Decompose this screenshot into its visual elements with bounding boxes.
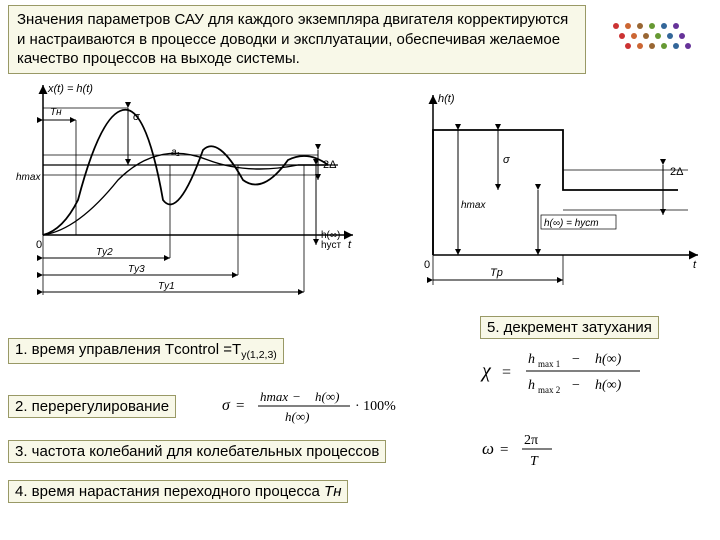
svg-text:t: t — [348, 239, 352, 251]
formula-chi: χ = h max 1 − h(∞) h max 2 − h(∞) — [480, 345, 710, 400]
svg-text:χ: χ — [480, 360, 492, 382]
header-box: Значения параметров САУ для каждого экзе… — [8, 5, 586, 74]
svg-text:Tу1: Tу1 — [158, 281, 175, 292]
header-text: Значения параметров САУ для каждого экзе… — [17, 11, 568, 67]
svg-text:2Δ: 2Δ — [670, 166, 684, 178]
ylabel: x(t) = h(t) — [47, 83, 93, 95]
svg-text:a₁: a₁ — [171, 147, 180, 158]
svg-text:h: h — [528, 378, 535, 393]
svg-text:h: h — [528, 352, 535, 367]
svg-text:T: T — [530, 454, 539, 468]
svg-text:h(∞): h(∞) — [321, 230, 340, 241]
svg-text:=: = — [500, 442, 508, 458]
svg-text:σ: σ — [133, 111, 140, 123]
svg-text:Tу2: Tу2 — [96, 247, 113, 258]
chart-step-response: x(t) = h(t) 0 t 2Δ hmax σ a₁ Tн hуст h(∞… — [8, 80, 378, 305]
svg-text:hmax: hmax — [16, 172, 41, 183]
svg-text:t: t — [693, 259, 697, 271]
svg-text:h(∞): h(∞) — [595, 352, 622, 367]
svg-text:h(∞): h(∞) — [315, 389, 339, 404]
svg-text:hуст: hуст — [321, 240, 341, 251]
item-1: 1. время управления Тcontrol =Tу(1,2,3) — [8, 338, 284, 364]
svg-text:max 1: max 1 — [538, 359, 560, 369]
formula-omega: ω = 2π T — [480, 428, 570, 468]
svg-text:−: − — [293, 389, 300, 404]
item-3: 3. частота колебаний для колебательных п… — [8, 440, 386, 463]
svg-text:σ: σ — [222, 397, 231, 414]
svg-text:=: = — [502, 364, 511, 381]
svg-text:0: 0 — [424, 259, 430, 271]
svg-text:hmax: hmax — [260, 389, 288, 404]
svg-text:=: = — [236, 398, 244, 414]
svg-text:h(∞): h(∞) — [595, 378, 622, 393]
svg-text:2π: 2π — [524, 433, 538, 448]
svg-text:· 100%: · 100% — [355, 399, 396, 414]
svg-text:hmax: hmax — [461, 200, 486, 211]
svg-text:Tp: Tp — [490, 267, 503, 279]
svg-text:−: − — [572, 378, 580, 393]
svg-text:0: 0 — [36, 239, 42, 251]
item-4: 4. время нарастания переходного процесса… — [8, 480, 348, 503]
svg-text:σ: σ — [503, 154, 510, 166]
svg-text:Tн: Tн — [50, 107, 62, 118]
svg-text:Tу3: Tу3 — [128, 264, 145, 275]
item-5: 5. декремент затухания — [480, 316, 659, 339]
svg-text:ω: ω — [482, 439, 494, 458]
formula-sigma: σ = hmax − h(∞) h(∞) · 100% — [220, 385, 450, 425]
svg-text:h(∞): h(∞) — [285, 409, 309, 424]
item-2: 2. перерегулирование — [8, 395, 176, 418]
chart-step-rect: h(t) 0 t 2Δ σ hmax h(∞) = hуст Tp — [398, 90, 708, 295]
svg-text:h(t): h(t) — [438, 93, 455, 105]
logo-dots — [608, 18, 708, 58]
svg-text:h(∞) = hуст: h(∞) = hуст — [544, 218, 599, 229]
svg-text:−: − — [572, 352, 580, 367]
svg-text:max 2: max 2 — [538, 385, 560, 395]
